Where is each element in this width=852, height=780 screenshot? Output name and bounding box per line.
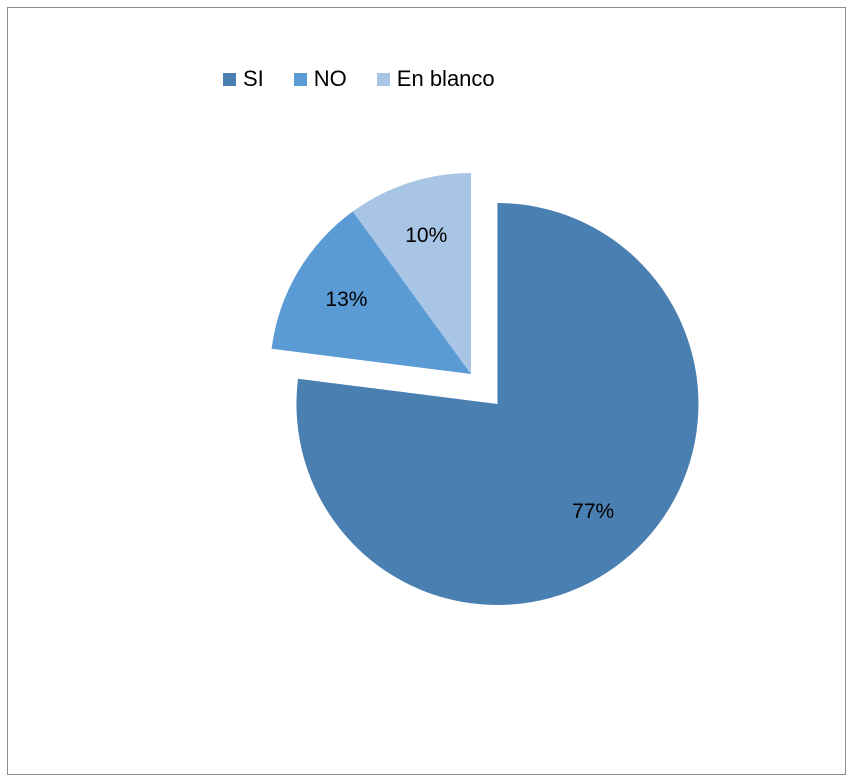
- pie-slice-en-blanco: [352, 173, 471, 374]
- legend-label-en-blanco: En blanco: [396, 66, 495, 91]
- legend-swatch-no: [293, 72, 307, 86]
- legend-label-si: SI: [243, 66, 264, 91]
- pie-slice-no: [271, 211, 471, 374]
- legend-item-en-blanco: En blanco: [376, 66, 495, 92]
- pie-label-si: 77%: [572, 500, 614, 523]
- legend-item-si: SI: [223, 66, 264, 92]
- legend-item-no: NO: [293, 66, 347, 92]
- chart-legend: SI NO En blanco: [223, 66, 495, 92]
- legend-swatch-si: [223, 72, 236, 86]
- legend-label-no: NO: [313, 66, 347, 91]
- legend-swatch-en-blanco: [376, 72, 390, 86]
- pie-label-no: 13%: [325, 288, 367, 311]
- chart-area: SI NO En blanco: [7, 7, 846, 775]
- pie-label-en-blanco: 10%: [405, 224, 447, 247]
- pie-slice-si: [296, 203, 699, 606]
